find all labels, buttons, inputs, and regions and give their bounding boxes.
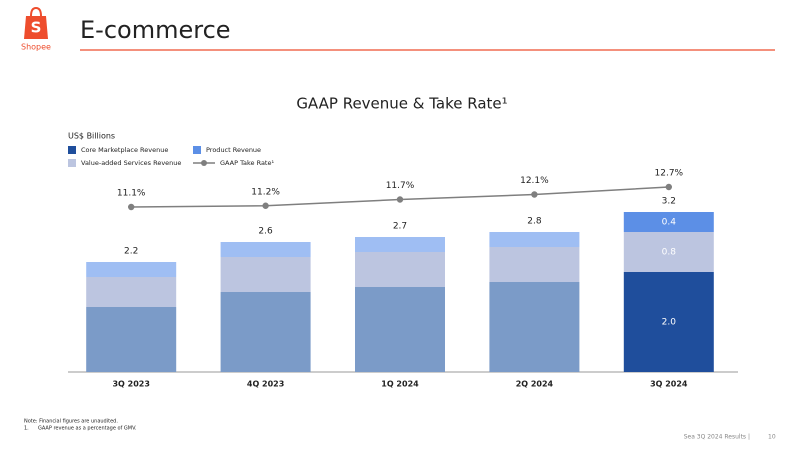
- bar-segment: [355, 252, 445, 287]
- note: 1.: [24, 426, 29, 432]
- legend-label: Value-added Services Revenue: [81, 159, 181, 167]
- slide-title: E-commerce: [80, 16, 231, 44]
- take-rate-point: [665, 183, 672, 191]
- bar-segment: [623, 272, 714, 372]
- x-tick-label: 2Q 2024: [516, 380, 554, 389]
- take-rate-label: 11.7%: [386, 181, 415, 191]
- bar-segment: [86, 277, 177, 307]
- legend-dot: [201, 160, 207, 166]
- bar-segment: [220, 257, 311, 292]
- take-rate-label: 11.2%: [251, 187, 280, 197]
- legend-label: Product Revenue: [206, 146, 261, 154]
- logo: S Shopee: [21, 6, 51, 52]
- page-number: 10: [768, 434, 776, 441]
- x-tick-label: 3Q 2024: [650, 380, 688, 389]
- bar-segment: [355, 237, 445, 252]
- logo-text: Shopee: [21, 43, 51, 52]
- take-rate-label: 12.7%: [655, 169, 684, 179]
- take-rate-point: [262, 202, 269, 209]
- footer-text: Sea 3Q 2024 Results |: [684, 434, 750, 441]
- x-tick-label: 4Q 2023: [247, 380, 284, 389]
- take-rate-label: 12.1%: [520, 176, 549, 186]
- bar-segment: [489, 232, 580, 247]
- total-label: 2.2: [124, 247, 138, 257]
- bar-segment: [355, 287, 445, 372]
- total-label: 3.2: [662, 197, 676, 207]
- legend-swatch: [68, 159, 76, 167]
- bar-segment: [220, 242, 311, 257]
- chart-title: GAAP Revenue & Take Rate¹: [296, 95, 507, 113]
- take-rate-point: [531, 191, 538, 198]
- total-label: 2.6: [258, 227, 273, 237]
- take-rate-point: [128, 203, 135, 211]
- logo-bag: [24, 16, 48, 39]
- bar-segment: [86, 307, 177, 372]
- take-rate-label: 11.1%: [117, 189, 146, 199]
- segment-label: 0.4: [662, 218, 677, 228]
- segment-label: 2.0: [662, 318, 677, 328]
- total-label: 2.8: [527, 217, 542, 227]
- bar-segment: [220, 292, 311, 372]
- segment-label: 0.8: [662, 248, 677, 258]
- bar-segment: [489, 247, 580, 282]
- legend-label: GAAP Take Rate¹: [220, 159, 274, 167]
- bar-segment: [489, 282, 580, 372]
- take-rate-point: [396, 196, 404, 203]
- x-tick-label: 1Q 2024: [381, 380, 419, 389]
- bar-segment: [623, 212, 714, 232]
- x-tick-label: 3Q 2023: [112, 380, 149, 389]
- legend-swatch: [193, 146, 201, 154]
- bar-segment: [86, 262, 177, 277]
- legend-label: Core Marketplace Revenue: [81, 146, 168, 154]
- bar-segment: [623, 232, 714, 272]
- total-label: 2.7: [393, 222, 407, 232]
- logo-s: S: [31, 19, 42, 37]
- logo-handle: [30, 6, 42, 17]
- note: GAAP revenue as a percentage of GMV.: [38, 426, 137, 432]
- note: Note: Financial figures are unaudited.: [24, 419, 118, 425]
- unit-label: US$ Billions: [68, 132, 115, 141]
- legend-swatch: [68, 146, 76, 154]
